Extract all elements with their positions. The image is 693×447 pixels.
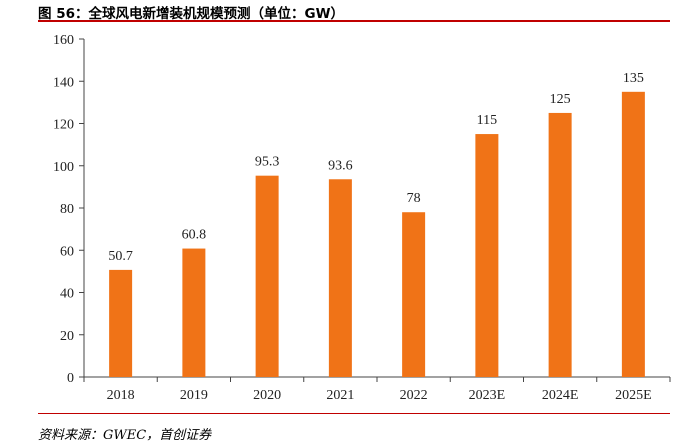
- data-label-2019: 60.8: [182, 228, 207, 243]
- data-label-2024E: 125: [550, 92, 571, 107]
- data-label-2023E: 115: [477, 113, 497, 128]
- y-tick-label: 0: [67, 371, 74, 386]
- source-divider: [38, 413, 670, 414]
- bar-2023E: [475, 134, 499, 377]
- y-tick-label: 120: [53, 118, 74, 133]
- x-tick-label-2022: 2022: [400, 388, 428, 403]
- bar-2024E: [548, 112, 572, 377]
- data-label-2018: 50.7: [108, 249, 133, 264]
- bar-2020: [255, 175, 279, 377]
- bar-2019: [182, 248, 206, 377]
- y-tick-label: 160: [53, 33, 74, 48]
- y-tick-label: 140: [53, 75, 74, 90]
- x-tick-label-2025E: 2025E: [615, 388, 652, 403]
- x-tick-label-2018: 2018: [107, 388, 135, 403]
- y-tick-label: 100: [53, 160, 74, 175]
- y-tick-label: 80: [60, 202, 74, 217]
- y-tick-label: 40: [60, 287, 74, 302]
- bar-2025E: [621, 91, 645, 377]
- x-tick-label-2020: 2020: [253, 388, 281, 403]
- data-label-2020: 95.3: [255, 155, 280, 170]
- y-tick-label: 20: [60, 329, 74, 344]
- data-label-2022: 78: [407, 191, 421, 206]
- x-tick-label-2019: 2019: [180, 388, 208, 403]
- bar-2021: [328, 179, 352, 377]
- bar-2022: [402, 212, 426, 377]
- bar-2018: [109, 269, 133, 377]
- x-tick-label-2023E: 2023E: [469, 388, 506, 403]
- source-note: 资料来源：GWEC，首创证券: [38, 428, 212, 443]
- x-tick-label-2024E: 2024E: [542, 388, 579, 403]
- x-tick-label-2021: 2021: [326, 388, 354, 403]
- figure-title: 图 56：全球风电新增装机规模预测（单位：GW）: [38, 6, 344, 22]
- data-label-2025E: 135: [623, 71, 644, 86]
- y-tick-label: 60: [60, 244, 74, 259]
- title-divider: [38, 20, 670, 22]
- data-label-2021: 93.6: [328, 158, 353, 173]
